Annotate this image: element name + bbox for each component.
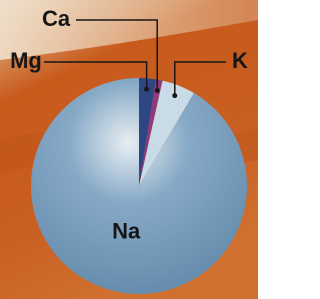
slice-label: Mg bbox=[10, 48, 42, 73]
callout-dot bbox=[172, 93, 177, 98]
slice-label: Ca bbox=[42, 6, 71, 31]
pie bbox=[31, 78, 247, 294]
pie-slice bbox=[31, 78, 247, 294]
slice-label: Na bbox=[112, 219, 141, 244]
slice-label: K bbox=[232, 48, 248, 73]
callout-dot bbox=[155, 88, 160, 93]
callout-dot bbox=[144, 87, 149, 92]
